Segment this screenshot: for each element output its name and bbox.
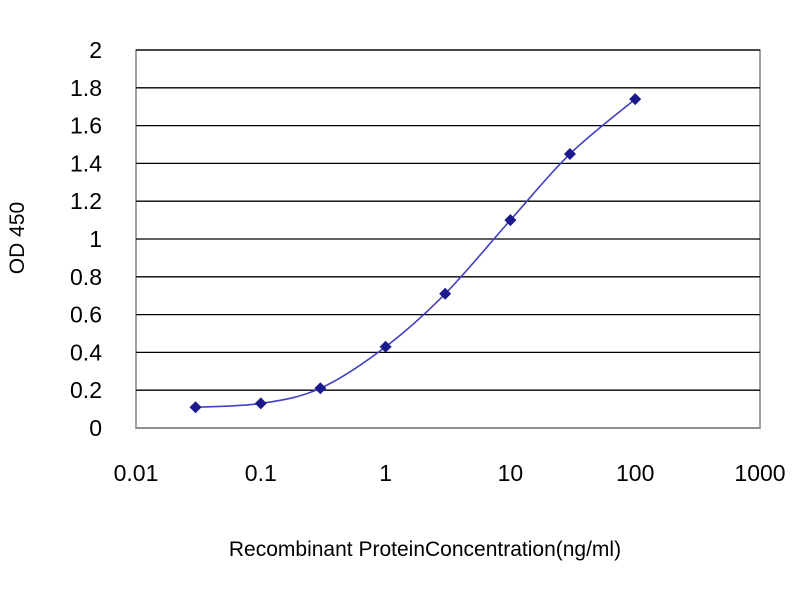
y-tick-label: 1.6 [70,113,102,139]
data-point-marker [314,382,327,395]
x-tick-label: 10 [498,460,524,486]
y-tick-label: 1 [89,226,102,252]
x-tick-label: 0.01 [114,460,159,486]
plot-area [135,49,761,429]
x-tick-label: 0.1 [245,460,277,486]
y-axis-title: OD 450 [6,202,29,274]
data-point-marker [439,287,452,300]
data-point-marker [379,340,392,353]
y-axis-tick-labels: 0 0.2 0.4 0.6 0.8 1 1.2 1.4 1.6 1.8 2 [70,37,102,441]
x-axis-title: Recombinant ProteinConcentration(ng/ml) [229,538,621,561]
y-tick-label: 1.4 [70,150,102,176]
data-point-marker [504,214,517,227]
y-tick-label: 0.8 [70,264,102,290]
y-tick-label: 0.4 [70,339,102,365]
data-point-marker [629,93,642,106]
data-point-marker [254,397,267,410]
data-point-marker [189,401,202,414]
data-point-marker [563,147,576,160]
y-tick-label: 0.6 [70,302,102,328]
y-tick-label: 2 [89,37,102,63]
y-tick-label: 0.2 [70,377,102,403]
y-tick-label: 1.2 [70,188,102,214]
x-tick-label: 100 [616,460,654,486]
x-tick-label: 1 [379,460,392,486]
series-layer [189,93,642,414]
x-axis-tick-labels: 0.01 0.1 1 10 100 1000 [114,460,786,486]
y-tick-label: 1.8 [70,75,102,101]
y-tick-label: 0 [89,415,102,441]
x-tick-label: 1000 [734,460,785,486]
